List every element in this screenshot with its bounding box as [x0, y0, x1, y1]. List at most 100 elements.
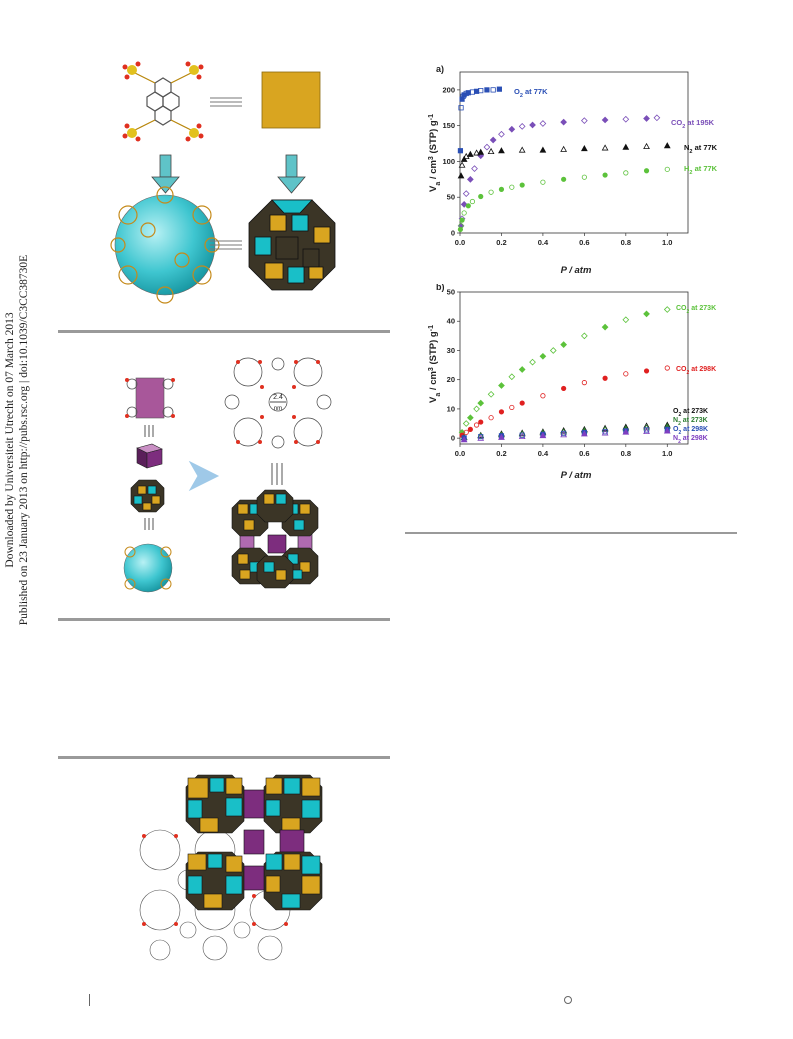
data-point	[518, 123, 526, 130]
sulfonate-groups	[122, 61, 204, 142]
data-point	[469, 198, 476, 205]
y-tick-label: 50	[447, 288, 455, 297]
data-point	[601, 323, 609, 331]
wire-framework-bottom	[139, 829, 291, 961]
data-point	[477, 399, 485, 407]
data-point	[664, 365, 670, 371]
y-tick-label: 40	[447, 317, 455, 326]
data-point	[477, 148, 485, 155]
data-point	[653, 114, 661, 122]
data-point	[498, 186, 505, 192]
legend-o2-77k: O2 at 77K	[514, 87, 548, 99]
panel-label-a: a)	[436, 64, 444, 74]
data-point	[623, 371, 629, 377]
data-point	[549, 347, 557, 354]
data-point	[581, 174, 587, 180]
y-tick-label: 200	[442, 85, 455, 94]
data-point	[602, 375, 608, 381]
x-tick-label: 0.0	[455, 449, 465, 458]
data-point	[459, 217, 465, 223]
data-point	[561, 176, 567, 182]
small-polyhedron	[130, 479, 165, 513]
scheme-assembly	[110, 61, 336, 304]
data-point	[496, 86, 502, 92]
equals-sign	[210, 240, 242, 250]
data-point	[581, 380, 587, 386]
data-point	[508, 125, 516, 133]
data-point	[471, 165, 478, 172]
data-point	[473, 405, 480, 413]
data-point	[498, 409, 505, 415]
data-point	[457, 148, 464, 154]
data-point	[488, 415, 494, 421]
x-axis-label-a: P / atm	[561, 265, 592, 276]
legend-h2-77k: H2 at 77K	[684, 164, 718, 176]
y-tick-label: 100	[442, 157, 455, 166]
isotherm-chart-a: a) Va / cm3 (STP) g-1 P / atm 0.0 0.2 0.4 0…	[428, 64, 718, 276]
data-point	[643, 142, 650, 150]
equals-sign	[210, 97, 242, 107]
data-point	[540, 179, 546, 185]
data-point	[487, 147, 495, 155]
data-point	[458, 223, 464, 229]
polyhedral-framework	[231, 489, 319, 589]
data-point	[478, 88, 484, 94]
legend-co2-298k: CO2 at 298K	[676, 366, 716, 376]
data-point	[601, 429, 609, 436]
data-point	[580, 430, 588, 437]
legend-o2-298k: O2 at 298K	[673, 426, 708, 436]
y-tick-label: 30	[447, 346, 455, 355]
legend-a: O2 at 77K CO2 at 195K N2 at 77K H2 at 77…	[514, 87, 718, 176]
data-point	[498, 130, 505, 138]
x-tick-label: 0.4	[538, 449, 549, 458]
data-point	[643, 168, 650, 174]
x-tick-label: 0.6	[579, 238, 589, 247]
data-point	[498, 382, 505, 389]
data-point	[539, 120, 547, 127]
x-tick-label: 0.6	[579, 449, 589, 458]
legend-o2-273k: O2 at 273K	[673, 408, 708, 418]
x-tick-label: 1.0	[662, 238, 672, 247]
data-point	[643, 427, 650, 435]
data-point	[465, 90, 471, 96]
data-point	[460, 436, 468, 443]
data-point	[509, 184, 515, 190]
purple-cube	[136, 443, 163, 469]
data-point	[539, 352, 547, 360]
y-tick-label: 50	[447, 193, 455, 202]
data-point	[466, 414, 474, 422]
data-point	[466, 150, 474, 157]
small-sphere	[123, 543, 173, 593]
divider-right	[405, 532, 737, 534]
data-point	[462, 420, 470, 427]
data-point	[461, 210, 467, 216]
x-tick-label: 0.8	[621, 238, 631, 247]
data-point	[458, 161, 466, 168]
data-point	[490, 87, 496, 93]
data-point	[623, 170, 629, 176]
data-point	[465, 203, 471, 209]
plot-frame	[459, 291, 689, 445]
data-point	[483, 143, 491, 151]
equals-vertical	[144, 425, 154, 437]
y-tick-label: 150	[442, 121, 455, 130]
divider-2	[58, 618, 390, 621]
small-cage-structure	[125, 377, 175, 419]
x-tick-label: 1.0	[662, 449, 672, 458]
data-point	[473, 422, 480, 428]
data-point	[519, 182, 525, 188]
data-point	[498, 147, 505, 154]
data-point	[622, 316, 630, 324]
legend-n2-298k: N2 at 298K	[673, 435, 708, 445]
data-point	[643, 368, 650, 374]
data-point	[462, 190, 470, 198]
data-point	[663, 427, 671, 434]
y-axis-label-a: Va / cm3 (STP) g-1	[428, 114, 442, 192]
data-point	[463, 429, 469, 435]
y-tick-label: 0	[451, 229, 455, 238]
download-sidebar: Downloaded by Universiteit Utrecht on 07…	[3, 245, 43, 635]
data-point	[663, 142, 671, 149]
data-point	[466, 175, 474, 183]
data-point	[458, 105, 464, 111]
data-point	[602, 172, 608, 178]
